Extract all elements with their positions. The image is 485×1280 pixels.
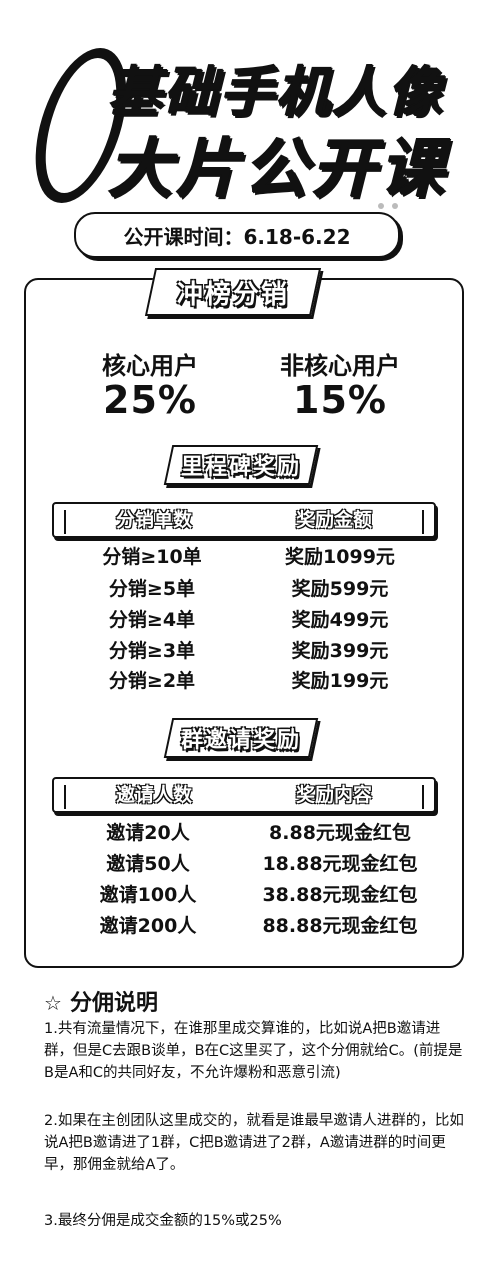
invite-header-count: 邀请人数 bbox=[115, 784, 192, 806]
main-banner: 冲榜分销 bbox=[144, 268, 322, 316]
distribution-card bbox=[24, 278, 464, 968]
milestone-banner: 里程碑奖励 bbox=[163, 445, 319, 485]
invite-row-2-count: 邀请50人 bbox=[106, 853, 190, 875]
explanation-title: ☆ 分佣说明 bbox=[44, 985, 158, 1017]
milestone-row-3-count: 分销≥4单 bbox=[108, 609, 196, 631]
invite-table-header: 邀请人数 奖励内容 bbox=[52, 777, 436, 813]
milestone-row-1-count: 分销≥10单 bbox=[102, 546, 202, 568]
course-time-pill: 公开课时间：6.18-6.22 bbox=[74, 212, 400, 258]
invite-row-4-reward: 88.88元现金红包 bbox=[262, 915, 418, 937]
invite-row-3-count: 邀请100人 bbox=[99, 884, 197, 906]
header-tick bbox=[64, 510, 66, 534]
header-tick bbox=[422, 510, 424, 534]
milestone-row-3-reward: 奖励499元 bbox=[291, 609, 389, 631]
decor-dot bbox=[392, 203, 398, 209]
invite-header-reward: 奖励内容 bbox=[295, 784, 372, 806]
milestone-row-5-reward: 奖励199元 bbox=[291, 670, 389, 692]
milestone-header-reward: 奖励金额 bbox=[295, 509, 372, 531]
invite-row-1-count: 邀请20人 bbox=[106, 822, 190, 844]
invite-banner: 群邀请奖励 bbox=[163, 718, 319, 758]
explanation-paragraph-1: 1.共有流量情况下，在谁那里成交算谁的，比如说A把B邀请进群，但是C去跟B谈单，… bbox=[44, 1021, 463, 1081]
invite-row-3-reward: 38.88元现金红包 bbox=[262, 884, 418, 906]
milestone-row-2-count: 分销≥5单 bbox=[108, 578, 196, 600]
invite-row-4-count: 邀请200人 bbox=[99, 915, 197, 937]
milestone-banner-text: 里程碑奖励 bbox=[180, 455, 301, 480]
main-banner-text: 冲榜分销 bbox=[176, 279, 289, 310]
explanation-paragraph-3: 3.最终分佣是成交金额的15%或25% bbox=[44, 1213, 282, 1229]
invite-row-1-reward: 8.88元现金红包 bbox=[269, 822, 411, 844]
core-user-label: 核心用户 bbox=[102, 352, 198, 380]
explanation-title-text: 分佣说明 bbox=[69, 991, 158, 1016]
milestone-row-1-reward: 奖励1099元 bbox=[285, 546, 395, 568]
decor-dot bbox=[378, 203, 384, 209]
header-tick bbox=[422, 785, 424, 809]
noncore-user-label: 非核心用户 bbox=[280, 352, 400, 380]
explanation-paragraph-2: 2.如果在主创团队这里成交的，就看是谁最早邀请人进群的，比如说A把B邀请进了1群… bbox=[44, 1113, 464, 1173]
milestone-row-2-reward: 奖励599元 bbox=[291, 578, 389, 600]
header-tick bbox=[64, 785, 66, 809]
milestone-row-5-count: 分销≥2单 bbox=[108, 670, 196, 692]
invite-banner-text: 群邀请奖励 bbox=[180, 728, 301, 753]
star-icon: ☆ bbox=[44, 991, 62, 1015]
milestone-row-4-count: 分销≥3单 bbox=[108, 640, 196, 662]
milestone-header-count: 分销单数 bbox=[115, 509, 192, 531]
hero-title-line1: 基础手机人像 bbox=[108, 61, 444, 124]
milestone-row-4-reward: 奖励399元 bbox=[291, 640, 389, 662]
noncore-user-percent: 15% bbox=[293, 378, 387, 422]
hero-title-line2: 大片公开课 bbox=[108, 133, 448, 207]
course-time-text: 公开课时间：6.18-6.22 bbox=[123, 224, 351, 249]
core-user-percent: 25% bbox=[103, 378, 197, 422]
invite-row-2-reward: 18.88元现金红包 bbox=[262, 853, 418, 875]
milestone-table-header: 分销单数 奖励金额 bbox=[52, 502, 436, 538]
